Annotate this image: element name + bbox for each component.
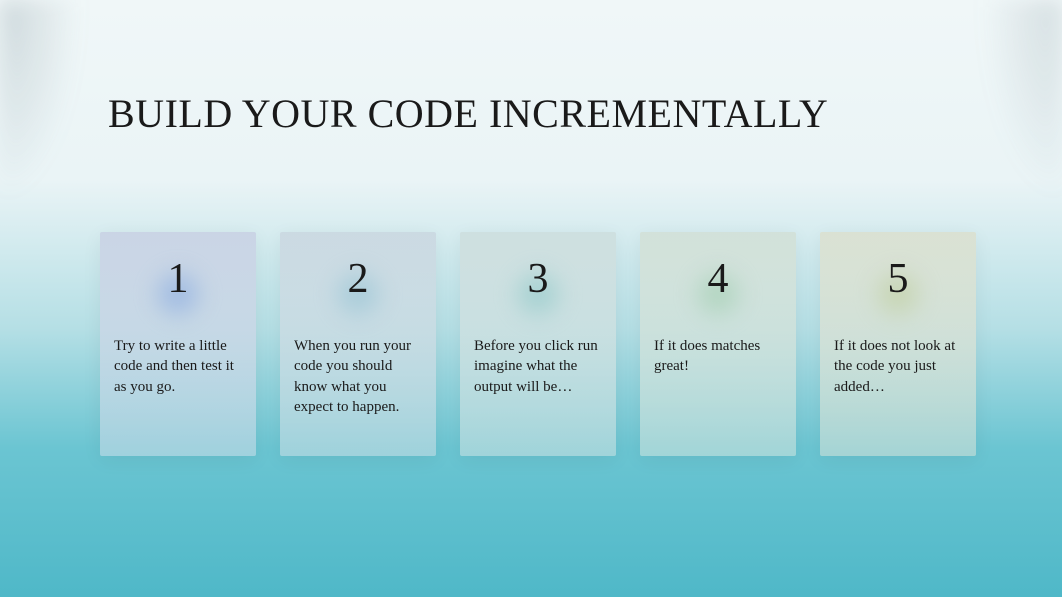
slide-title: BUILD YOUR CODE INCREMENTALLY	[108, 90, 828, 137]
card-row: 1 Try to write a little code and then te…	[100, 232, 976, 456]
card-number: 2	[348, 254, 369, 326]
card-number-wrap: 4	[654, 254, 782, 326]
card-4: 4 If it does matches great!	[640, 232, 796, 456]
card-number-wrap: 5	[834, 254, 962, 326]
card-number-wrap: 3	[474, 254, 602, 326]
card-text: If it does matches great!	[654, 336, 782, 377]
slide: BUILD YOUR CODE INCREMENTALLY 1 Try to w…	[0, 0, 1062, 597]
card-number: 5	[888, 254, 909, 326]
card-number-wrap: 1	[114, 254, 242, 326]
decorative-blur-right	[982, 0, 1062, 200]
card-text: When you run your code you should know w…	[294, 336, 422, 417]
card-text: Try to write a little code and then test…	[114, 336, 242, 397]
card-text: If it does not look at the code you just…	[834, 336, 962, 397]
card-3: 3 Before you click run imagine what the …	[460, 232, 616, 456]
card-number: 4	[708, 254, 729, 326]
card-number-wrap: 2	[294, 254, 422, 326]
decorative-blur-left	[0, 0, 80, 200]
card-number: 1	[168, 254, 189, 326]
card-1: 1 Try to write a little code and then te…	[100, 232, 256, 456]
card-text: Before you click run imagine what the ou…	[474, 336, 602, 397]
card-5: 5 If it does not look at the code you ju…	[820, 232, 976, 456]
card-2: 2 When you run your code you should know…	[280, 232, 436, 456]
card-number: 3	[528, 254, 549, 326]
